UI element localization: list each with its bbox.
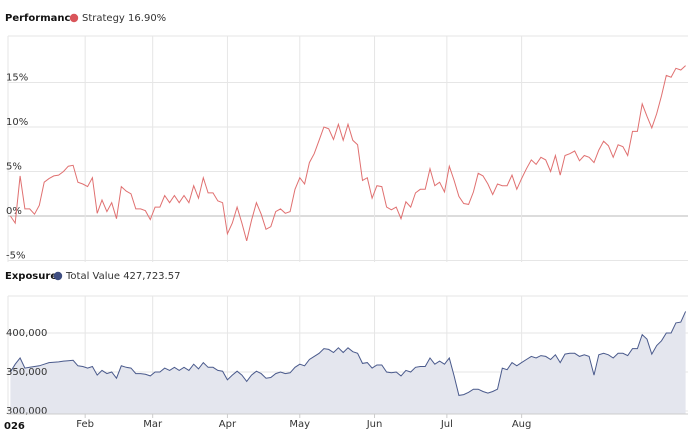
performance-y-tick-label: 15%: [6, 73, 28, 84]
x-axis-month-label: Feb: [76, 419, 94, 430]
exposure-title: Exposure: [5, 271, 57, 282]
strategy-legend-value: 16.90%: [128, 13, 166, 24]
exposure-y-tick-label: 400,000: [6, 328, 47, 339]
performance-y-tick-label: 0%: [6, 206, 22, 217]
exposure-y-ticks: 400,000 350,000 300,000: [6, 328, 47, 417]
performance-panel: Performance Strategy 16.90% 15% 10% 5% 0% -5…: [5, 13, 688, 262]
x-axis-month-label: Jul: [440, 419, 453, 430]
strategy-legend-name: Strategy: [82, 13, 125, 24]
total-value-legend-dot: [53, 271, 63, 281]
exposure-panel: Exposure Total Value 427,723.57 400,000 3…: [5, 271, 688, 417]
exposure-y-tick-label: 300,000: [6, 406, 47, 417]
performance-gridlines: [7, 35, 688, 262]
x-axis-year-label: 026: [4, 421, 25, 430]
x-axis-month-label: Mar: [143, 419, 163, 430]
performance-legend[interactable]: Strategy 16.90%: [69, 13, 166, 24]
svg-text:Strategy 16.90%: Strategy 16.90%: [82, 13, 166, 24]
performance-y-tick-label: 5%: [6, 162, 22, 173]
x-axis-month-label: Aug: [512, 419, 532, 430]
performance-y-tick-label: 10%: [6, 117, 28, 128]
exposure-legend[interactable]: Total Value 427,723.57: [53, 271, 181, 282]
performance-y-tick-label: -5%: [6, 251, 25, 262]
x-axis-month-label: May: [289, 419, 310, 430]
strategy-legend-dot: [69, 13, 79, 23]
svg-text:Total Value 427,723.57: Total Value 427,723.57: [65, 271, 180, 282]
total-value-legend-value: 427,723.57: [123, 271, 180, 282]
x-axis-month-label: Jun: [366, 419, 383, 430]
time-x-axis: 026 Feb Mar Apr May Jun Jul Aug: [4, 413, 688, 430]
total-value-series-line: [9, 311, 687, 396]
x-axis-month-label: Apr: [219, 419, 237, 430]
total-value-legend-name: Total Value: [65, 271, 120, 282]
total-value-area-fill: [10, 311, 686, 414]
exposure-y-tick-label: 350,000: [6, 367, 47, 378]
performance-y-ticks: 15% 10% 5% 0% -5%: [6, 73, 28, 262]
strategy-series-line: [9, 65, 686, 242]
performance-title: Performance: [5, 13, 77, 24]
